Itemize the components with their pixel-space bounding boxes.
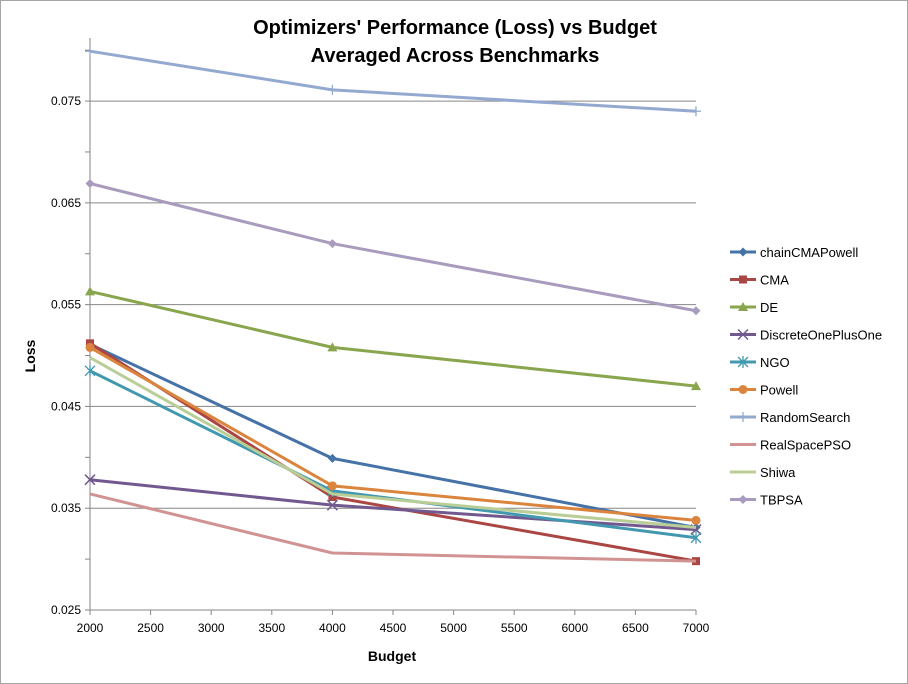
series-chaincmapowell [85,339,701,533]
series-line [89,346,697,522]
legend-label: RandomSearch [760,410,850,425]
x-tick-label: 2500 [137,621,164,635]
data-point [328,493,337,502]
series-powell [85,342,701,525]
legend-marker [739,275,747,284]
legend-item: NGO [730,355,790,370]
legend-item: DE [730,300,778,315]
data-point [327,481,337,491]
legend-label: TBPSA [760,493,803,508]
y-tick-label: 0.035 [51,501,81,515]
legend-marker [738,495,748,504]
legend-label: NGO [760,355,790,370]
data-point [691,106,701,117]
data-point [327,453,337,463]
y-tick-label: 0.055 [51,298,81,312]
legend-marker [738,247,748,257]
data-point [85,286,95,296]
data-point [85,342,95,352]
series-line [89,289,697,388]
series-shiwa [89,356,697,530]
data-point [327,84,338,95]
data-point [691,515,701,525]
legend-marker [737,356,749,368]
series-tbpsa [85,179,701,316]
x-tick-label: 6000 [561,621,588,635]
legend-label: Powell [760,383,798,398]
chart-subtitle: Averaged Across Benchmarks [310,45,600,67]
data-point [327,342,338,352]
series-randomsearch [85,46,701,117]
x-tick-label: 4000 [319,621,346,635]
axes [85,38,697,615]
legend-item: RandomSearch [730,410,850,425]
data-point [326,499,338,511]
chart-title: Optimizers' Performance (Loss) vs Budget [253,17,657,39]
series-ngo [84,364,702,544]
series-line [89,49,697,113]
legend-marker [737,328,749,341]
data-point [85,179,95,189]
series-line [89,492,697,563]
legend-label: Shiwa [760,465,796,480]
y-tick-label: 0.075 [51,94,81,108]
x-tick-label: 6500 [622,621,649,635]
legend-label: DiscreteOnePlusOne [760,328,882,343]
series-lines [84,46,702,566]
x-tick-label: 7000 [683,621,710,635]
series-line [89,356,697,530]
legend-item: TBPSA [730,493,803,508]
legend-item: chainCMAPowell [730,245,858,260]
x-tick-label: 2000 [77,621,104,635]
x-tick-labels: 2000 2500 3000 3500 4000 4500 5000 5500 6000 6500… [77,621,710,635]
series-cma [86,339,700,566]
series-realspacepso [89,492,697,563]
legend-item: Shiwa [730,465,796,480]
legend-marker [738,412,748,422]
data-point [85,46,95,57]
x-axis-title: Budget [368,648,417,664]
data-point [690,531,702,544]
data-point [691,306,701,316]
x-tick-label: 5500 [501,621,528,635]
data-point [84,364,96,377]
y-tick-label: 0.025 [51,603,81,617]
data-point [84,474,96,486]
legend: chainCMAPowell CMA DE DiscreteOnePlusOne NGO… [730,245,882,508]
legend-label: CMA [760,273,789,288]
series-de [85,286,701,391]
y-tick-label: 0.045 [51,399,81,413]
legend-item: CMA [730,273,789,288]
chart-title-block: Optimizers' Performance (Loss) vs Budget… [90,14,820,70]
gridlines [90,100,696,611]
y-tick-labels: 0.025 0.035 0.045 0.055 0.065 0.075 [51,94,81,617]
legend-label: DE [760,300,778,315]
x-tick-label: 3500 [258,621,285,635]
legend-marker [738,302,748,311]
legend-marker [738,385,748,394]
y-axis-title: Loss [22,339,38,372]
x-tick-label: 3000 [198,621,225,635]
data-point [327,239,337,249]
x-tick-label: 5000 [440,621,467,635]
legend-label: chainCMAPowell [760,245,858,260]
legend-item: RealSpacePSO [730,438,851,453]
data-point [691,381,701,391]
legend-label: RealSpacePSO [760,438,851,453]
series-line [89,478,697,532]
legend-item: Powell [730,383,798,398]
x-tick-label: 4500 [380,621,407,635]
legend-item: DiscreteOnePlusOne [730,328,882,343]
y-tick-label: 0.065 [51,196,81,210]
